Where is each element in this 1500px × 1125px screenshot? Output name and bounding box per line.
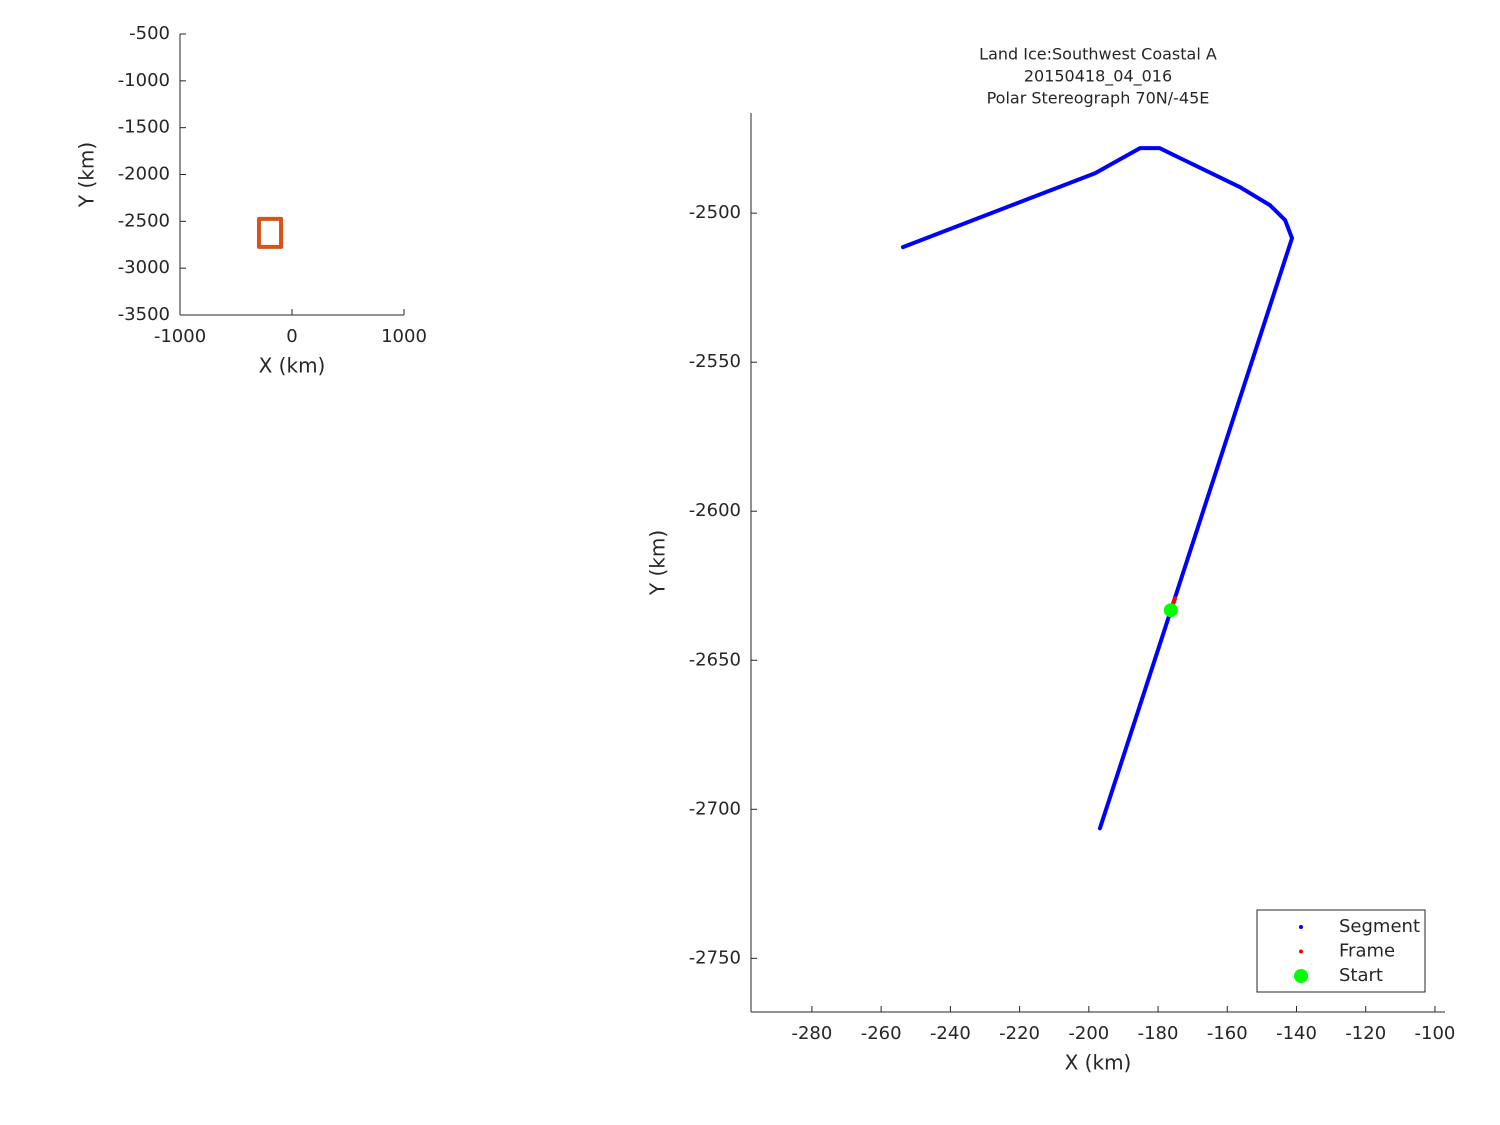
y-tick-label: -2650 [689, 649, 741, 670]
x-tick-label: -160 [1207, 1023, 1248, 1044]
x-tick-label: -280 [791, 1023, 832, 1044]
x-tick-label: -200 [1068, 1023, 1109, 1044]
x-tick-label: 0 [286, 326, 297, 347]
y-tick-label: -2700 [689, 798, 741, 819]
chart-title: 20150418_04_016 [1024, 67, 1172, 87]
legend-box [1256, 909, 1426, 993]
y-axis-label: Y (km) [75, 142, 99, 208]
series-line [900, 146, 1295, 831]
x-tick-label: -1000 [154, 326, 206, 347]
y-tick-label: -2600 [689, 500, 741, 521]
legend-label: Segment [1339, 916, 1420, 937]
y-tick-label: -1000 [118, 70, 170, 91]
x-tick-label: -180 [1138, 1023, 1179, 1044]
legend-marker [1299, 949, 1303, 954]
x-tick-label: -100 [1415, 1023, 1456, 1044]
x-axis-label: X (km) [1065, 1051, 1132, 1075]
x-tick-label: 1000 [381, 326, 427, 347]
x-axis-label: X (km) [259, 354, 326, 378]
legend-label: Frame [1339, 941, 1395, 962]
y-tick-label: -3000 [118, 257, 170, 278]
y-tick-label: -2000 [118, 164, 170, 185]
x-tick-label: -120 [1345, 1023, 1386, 1044]
chart-title: Polar Stereograph 70N/-45E [987, 89, 1210, 108]
y-tick-label: -500 [129, 23, 170, 44]
y-tick-label: -2550 [689, 351, 741, 372]
legend-label: Start [1339, 965, 1383, 986]
x-tick-label: -220 [999, 1023, 1040, 1044]
y-tick-label: -2500 [689, 202, 741, 223]
x-tick-label: -140 [1276, 1023, 1317, 1044]
legend-marker [1294, 969, 1308, 983]
series-line [256, 216, 284, 249]
legend-marker [1299, 925, 1303, 929]
x-tick-label: -240 [930, 1023, 971, 1044]
x-tick-label: -260 [861, 1023, 902, 1044]
y-tick-label: -2500 [118, 210, 170, 231]
y-tick-label: -2750 [689, 947, 741, 968]
y-axis-label: Y (km) [646, 530, 670, 596]
y-tick-label: -1500 [118, 117, 170, 138]
y-tick-label: -3500 [118, 304, 170, 325]
start-marker [1163, 603, 1178, 618]
chart-title: Land Ice:Southwest Coastal A [979, 45, 1217, 64]
